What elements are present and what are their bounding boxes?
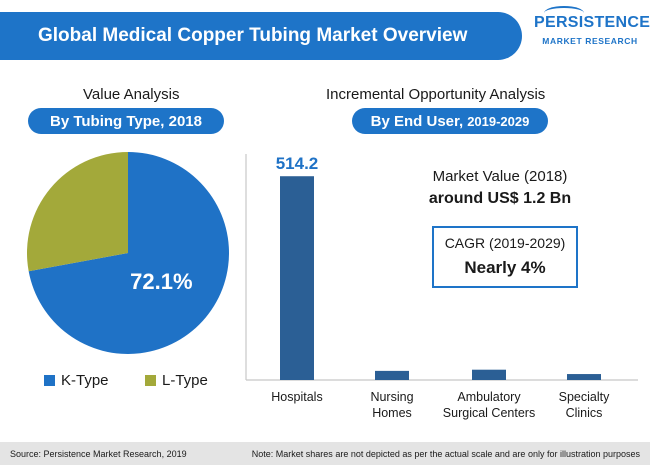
tubing-type-pill: By Tubing Type, 2018 bbox=[28, 108, 224, 134]
category-label-specialty-clinics: Specialty bbox=[559, 390, 610, 404]
bar-nursing-homes bbox=[375, 370, 409, 380]
footer: Source: Persistence Market Research, 201… bbox=[0, 442, 650, 465]
category-label-hospitals: Hospitals bbox=[271, 390, 322, 404]
legend-item-l-type: L-Type bbox=[145, 372, 208, 389]
category-label-ambulatory-surgical-centers: Surgical Centers bbox=[443, 406, 535, 420]
logo-sub-text: MARKET RESEARCH bbox=[542, 36, 638, 46]
persistence-logo: PERSISTENCE MARKET RESEARCH bbox=[534, 6, 650, 64]
legend-item-k-type: K-Type bbox=[44, 372, 109, 389]
legend-swatch-l-type bbox=[145, 375, 156, 386]
bar-chart: 514.2 Hospitals Nursing Homes Ambulatory Sur… bbox=[245, 154, 638, 420]
logo-arc-icon bbox=[544, 6, 584, 20]
page-title: Global Medical Copper Tubing Market Over… bbox=[38, 25, 468, 46]
pie-chart: 72.1% bbox=[26, 152, 230, 354]
pie-slice-k-type bbox=[28, 152, 230, 354]
logo-main-text: PERSISTENCE bbox=[534, 14, 650, 31]
end-user-pill-label: By End User, bbox=[370, 112, 464, 130]
market-value-label: Market Value (2018) bbox=[432, 168, 568, 185]
bar-specialty-clinics bbox=[567, 374, 601, 380]
category-label-nursing-homes: Homes bbox=[372, 406, 412, 420]
category-label-ambulatory-surgical-centers: Ambulatory bbox=[457, 390, 521, 404]
cagr-value: Nearly 4% bbox=[464, 258, 546, 277]
category-label-specialty-clinics: Clinics bbox=[566, 406, 603, 420]
cagr-box: CAGR (2019-2029) Nearly 4% bbox=[432, 226, 578, 288]
end-user-pill: By End User, 2019-2029 bbox=[352, 108, 548, 134]
title-banner: Global Medical Copper Tubing Market Over… bbox=[0, 12, 522, 60]
footer-source: Source: Persistence Market Research, 201… bbox=[10, 449, 187, 459]
value-analysis-title: Value Analysis bbox=[83, 86, 180, 103]
incremental-opportunity-title: Incremental Opportunity Analysis bbox=[326, 86, 546, 103]
pie-slice-l-type bbox=[26, 152, 128, 272]
tubing-type-pill-label: By Tubing Type, 2018 bbox=[50, 112, 202, 130]
footer-note: Note: Market shares are not depicted as … bbox=[251, 449, 640, 459]
cagr-label: CAGR (2019-2029) bbox=[444, 235, 566, 251]
market-value: around US$ 1.2 Bn bbox=[428, 190, 572, 207]
bar-value-label-hospitals: 514.2 bbox=[276, 154, 319, 173]
bar-hospitals bbox=[280, 176, 314, 380]
pie-data-label-k-type: 72.1% bbox=[130, 269, 192, 294]
category-label-nursing-homes: Nursing bbox=[370, 390, 413, 404]
bar-ambulatory-surgical-centers bbox=[472, 369, 506, 380]
legend-swatch-k-type bbox=[44, 375, 55, 386]
legend-label-l-type: L-Type bbox=[162, 372, 208, 389]
end-user-pill-years: 2019-2029 bbox=[467, 113, 530, 129]
legend-label-k-type: K-Type bbox=[61, 372, 109, 389]
